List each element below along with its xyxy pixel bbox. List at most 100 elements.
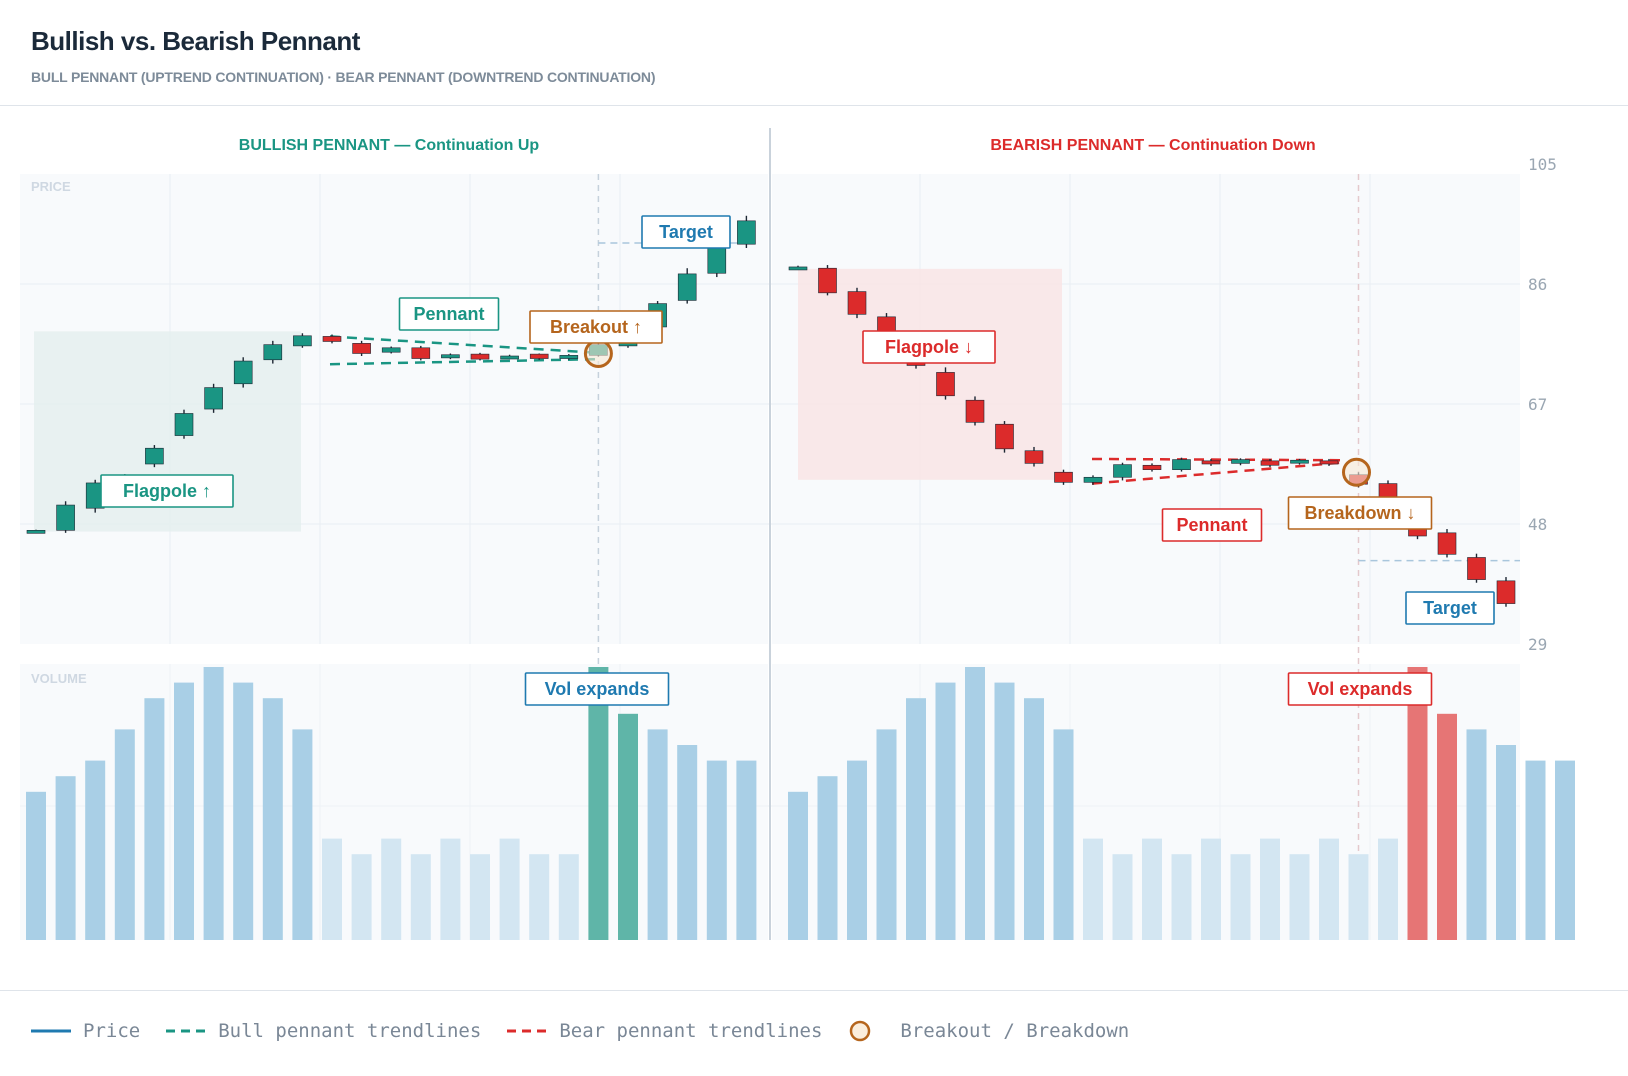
bear-volume-bar	[1555, 760, 1575, 940]
bull-pennant-annotation-label: Pennant	[413, 304, 484, 324]
bear-breakdown-circle	[1342, 457, 1371, 487]
bull-flagpole-annotation: Flagpole ↑	[100, 474, 234, 508]
y-tick-label: 105	[1528, 155, 1557, 174]
legend-bull-trendlines: Bull pennant trendlines	[166, 1020, 481, 1042]
bear-candle	[995, 421, 1014, 453]
bear-volume-bar	[1289, 854, 1310, 940]
bear-volume-annotation: Vol expands	[1287, 672, 1433, 706]
bear-volume-bar	[876, 729, 897, 940]
bull-candle-body	[500, 355, 519, 360]
bear-volume-bar	[965, 667, 985, 940]
bull-candle	[322, 334, 342, 344]
bull-volume-bar	[233, 682, 254, 940]
bull-volume-annotation: Vol expands	[524, 672, 670, 706]
bear-candle	[1201, 458, 1221, 466]
price-line-swatch	[31, 1029, 71, 1033]
bear-candle-body	[936, 372, 955, 397]
bear-volume-bar	[906, 698, 926, 940]
bear-candle	[1172, 457, 1191, 472]
bear-target-annotation-label: Target	[1423, 598, 1477, 618]
bull-volume-bar	[647, 729, 668, 940]
bear-candle-body	[1024, 450, 1044, 464]
bull-volume-annotation-frame	[524, 672, 670, 706]
bull-candle-body	[470, 353, 490, 360]
bull-volume-bar	[440, 838, 461, 940]
y-tick-label: 48	[1528, 515, 1547, 534]
bull-flagpole-annotation-frame	[100, 474, 234, 508]
bull-candle	[381, 346, 401, 354]
bull-candle-body	[352, 343, 371, 354]
bull-candle	[441, 353, 460, 360]
legend-bull-trendlines-label: Bull pennant trendlines	[218, 1020, 482, 1042]
bull-volume-bar	[351, 854, 372, 940]
bear-candle	[1113, 462, 1132, 481]
bear-volume-bar	[1260, 838, 1280, 940]
bear-volume-bar	[1407, 667, 1428, 940]
bear-candle-body	[1467, 557, 1486, 580]
bull-candle-body	[737, 220, 756, 245]
bull-candle-body	[26, 530, 46, 534]
bull-candle-body	[293, 335, 312, 347]
bear-flagpole-annotation: Flagpole ↓	[862, 330, 996, 364]
bear-pennant-lower-trendline	[1091, 461, 1341, 485]
bear-candle	[1437, 529, 1457, 558]
bull-volume-bar	[322, 838, 342, 940]
bear-candle	[788, 265, 808, 271]
bull-candle	[559, 354, 579, 360]
bear-candle	[1260, 458, 1280, 468]
bear-candle-body	[1231, 459, 1250, 464]
breakout-circle-icon	[850, 1020, 871, 1042]
bear-candle	[1496, 577, 1516, 607]
bull-volume-bar	[114, 729, 135, 940]
bear-volume-bar	[1378, 838, 1398, 940]
bear-target-annotation: Target	[1405, 591, 1495, 625]
bear-candle-body	[1172, 459, 1191, 470]
bull-candle-body	[322, 336, 342, 342]
legend-breakout-label: Breakout / Breakdown	[900, 1020, 1130, 1042]
bear-volume-bar	[1083, 838, 1103, 940]
bull-pennant-annotation-frame	[398, 297, 500, 331]
bear-candle-body	[1054, 471, 1073, 483]
bear-volume-annotation-frame	[1287, 672, 1433, 706]
bull-target-annotation: Target	[641, 215, 731, 249]
bear-volume-bar	[1437, 713, 1457, 940]
bull-volume-bar	[736, 760, 757, 940]
bear-candle	[1231, 458, 1250, 466]
bull-volume-bar	[203, 667, 224, 940]
bull-volume-bar	[262, 698, 283, 940]
bull-candle-body	[381, 347, 401, 353]
bear-flagpole-annotation-label: Flagpole ↓	[885, 337, 973, 357]
bull-breakout-annotation: Breakout ↑	[529, 310, 663, 344]
bear-flagpole-zone	[798, 268, 1062, 480]
bull-volume-bar	[26, 791, 46, 940]
bull-volume-bar	[381, 838, 402, 940]
bull-trendline-swatch	[166, 1029, 207, 1033]
bear-candle-body	[1496, 580, 1516, 604]
bear-candle-body	[995, 423, 1014, 450]
bull-volume-bar	[410, 854, 431, 940]
bull-flagpole-annotation-label: Flagpole ↑	[123, 481, 211, 501]
bull-candle	[293, 333, 312, 348]
bear-volume-bar	[1466, 729, 1487, 940]
bull-candle-body	[145, 447, 164, 465]
bull-target-annotation-label: Target	[659, 222, 713, 242]
bull-candle	[529, 353, 549, 360]
bear-volume-bar	[1319, 838, 1339, 940]
bull-pennant-upper-trendline	[329, 335, 599, 355]
bull-candle	[470, 352, 490, 361]
bull-candle	[737, 215, 756, 248]
bull-candle-body	[707, 247, 727, 274]
bull-candle-body	[204, 387, 223, 410]
bull-candle	[411, 345, 431, 361]
bear-volume-bar	[935, 682, 956, 940]
bear-candle	[1142, 463, 1162, 472]
bear-panel-title: BEARISH PENNANT — Continuation Down	[990, 137, 1315, 154]
bear-volume-bar	[1525, 760, 1546, 940]
bear-volume-bar	[1142, 838, 1162, 940]
legend: Price Bull pennant trendlines Bear penna…	[31, 1019, 1155, 1043]
bear-volume-bar	[994, 682, 1015, 940]
bear-candle-body	[818, 267, 837, 294]
bear-candle	[965, 396, 985, 426]
bull-candle	[677, 268, 697, 304]
bear-candle	[936, 367, 955, 400]
